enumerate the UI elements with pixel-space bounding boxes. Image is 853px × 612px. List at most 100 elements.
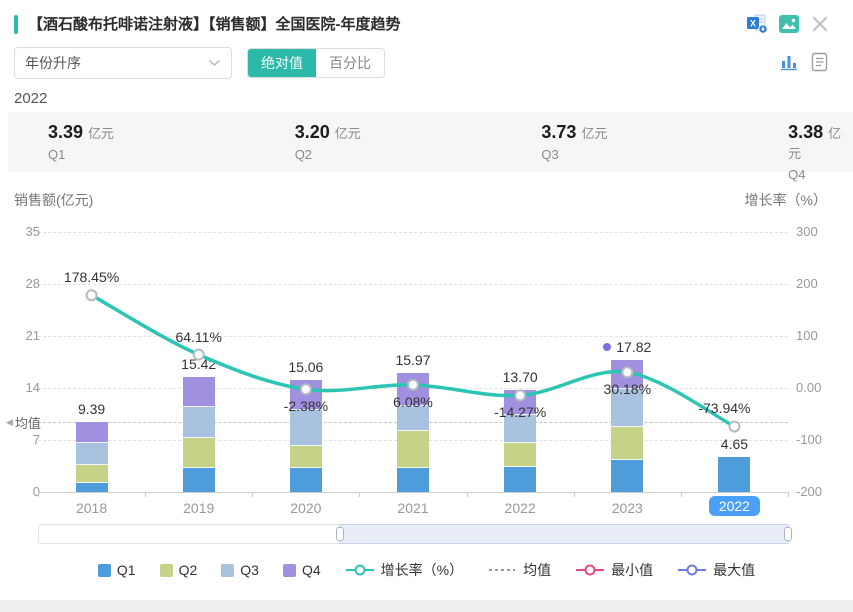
x-category-0[interactable]: 2018: [75, 500, 108, 516]
summary-item-q2: 3.20 亿元 Q2: [295, 122, 361, 162]
bar-segment-q1-2023[interactable]: [611, 460, 644, 492]
square-marker-icon: [282, 563, 296, 577]
summary-value: 3.39: [48, 122, 84, 142]
right-axis-tick: 300: [796, 224, 818, 239]
left-axis-tick: 21: [25, 328, 40, 343]
bar-segment-q2-2020[interactable]: [289, 445, 322, 469]
x-category-6[interactable]: 2022: [681, 496, 788, 516]
left-axis-tick: 28: [25, 276, 40, 291]
mean-label-text: 均值: [14, 416, 41, 431]
legend-item-Q2[interactable]: Q2: [159, 562, 198, 578]
summary-quarter: Q4: [788, 167, 806, 182]
bar-segment-q4-2019[interactable]: [182, 377, 215, 408]
bar-segment-q1-2019[interactable]: [182, 468, 215, 492]
bar-segment-q1-2018[interactable]: [75, 483, 108, 492]
bar-segment-q3-2020[interactable]: [289, 410, 322, 446]
summary-value: 3.38: [788, 122, 824, 142]
right-axis-tick: 0.00: [796, 380, 822, 395]
left-axis-tick: 0: [32, 484, 40, 499]
square-marker-icon: [97, 563, 111, 577]
x-axis-tick: [680, 492, 682, 497]
x-axis-tick: [145, 492, 147, 497]
bar-segment-q4-2018[interactable]: [75, 422, 108, 443]
max-value-dot: [603, 342, 612, 351]
x-category-1[interactable]: 2019: [183, 500, 215, 516]
bar-segment-q2-2022[interactable]: [504, 443, 537, 467]
summary-quarter: Q2: [294, 147, 313, 162]
mode-absolute-button[interactable]: 绝对值: [248, 49, 316, 77]
growth-rate-label: 30.18%: [603, 381, 652, 398]
x-axis-tick: [466, 492, 468, 497]
x-category-5[interactable]: 2023: [611, 500, 643, 516]
bar-total-label: 13.70: [465, 369, 575, 385]
bar-total-label: 15.06: [251, 359, 361, 375]
bar-total-label: 17.82: [572, 339, 682, 355]
chart-legend: Q1 Q2 Q3 Q4 增长率（%） 均值 最小值 最大值: [0, 560, 853, 580]
excel-export-icon[interactable]: X: [745, 12, 769, 36]
summary-unit: 亿元: [581, 126, 608, 141]
gridline: [38, 284, 788, 285]
sort-order-select[interactable]: 年份升序: [14, 47, 232, 79]
mode-percent-button[interactable]: 百分比: [316, 49, 384, 77]
report-icon[interactable]: [807, 50, 831, 74]
summary-value: 3.73: [541, 122, 577, 142]
bar-total-text: 15.42: [181, 356, 217, 373]
bar-segment-q1-2022[interactable]: [718, 457, 751, 492]
selected-category-pill[interactable]: 2022: [708, 496, 760, 516]
mean-arrow-icon: ◀: [6, 417, 13, 427]
data-zoom-slider[interactable]: [38, 524, 792, 544]
bar-segment-q1-2022[interactable]: [504, 466, 537, 492]
x-axis-tick: [38, 492, 39, 497]
square-marker-icon: [159, 563, 173, 577]
legend-label: Q2: [178, 562, 198, 578]
growth-rate-label: -73.94%: [698, 400, 751, 417]
ring-marker-icon: [576, 564, 605, 576]
legend-label: 最小值: [611, 562, 654, 578]
x-axis-tick: [573, 492, 575, 497]
dashed-line-marker-icon: [489, 569, 516, 571]
bar-segment-q2-2018[interactable]: [75, 464, 108, 484]
legend-item-[interactable]: 最小值: [575, 560, 653, 580]
data-zoom-right-handle[interactable]: [784, 527, 792, 541]
image-export-icon[interactable]: [777, 12, 801, 36]
legend-item-Q1[interactable]: Q1: [97, 562, 136, 578]
x-axis-tick: [788, 492, 789, 497]
x-category-2[interactable]: 2020: [290, 500, 322, 516]
legend-item-[interactable]: 均值: [487, 560, 551, 580]
bar-segment-q1-2021[interactable]: [397, 468, 429, 492]
legend-item-Q3[interactable]: Q3: [221, 562, 259, 578]
legend-label: 最大值: [713, 562, 756, 578]
bar-segment-q3-2018[interactable]: [75, 442, 108, 465]
bar-segment-q2-2019[interactable]: [182, 437, 215, 469]
bar-segment-q1-2020[interactable]: [289, 468, 322, 492]
summary-item-q4: 3.38 亿元 Q4: [788, 122, 853, 182]
legend-label: 均值: [523, 562, 552, 578]
chevron-down-icon: [208, 59, 221, 67]
bar-segment-q3-2019[interactable]: [182, 407, 215, 438]
line-circle-marker-icon: [345, 564, 374, 576]
bar-total-text: 4.65: [720, 436, 749, 453]
selected-year-label: 2022: [14, 90, 48, 107]
x-axis-tick: [252, 492, 254, 497]
bar-total-text: 15.97: [395, 352, 431, 369]
bar-segment-q2-2021[interactable]: [397, 431, 429, 469]
bar-total-text: 13.70: [502, 369, 538, 386]
data-zoom-window[interactable]: [336, 524, 792, 544]
summary-item-q1: 3.39 亿元 Q1: [48, 122, 114, 162]
legend-item-[interactable]: 最大值: [677, 560, 755, 580]
data-zoom-left-handle[interactable]: [336, 527, 344, 541]
legend-item-Q4[interactable]: Q4: [282, 562, 321, 578]
page-title: 【酒石酸布托啡诺注射液】【销售额】全国医院-年度趋势: [28, 16, 401, 33]
x-category-4[interactable]: 2022: [504, 500, 536, 516]
close-icon[interactable]: [808, 12, 832, 36]
right-axis-tick: 200: [796, 276, 818, 291]
bar-chart-icon[interactable]: [777, 50, 801, 74]
right-axis-tick: 100: [796, 328, 818, 343]
legend-item-[interactable]: 增长率（%）: [345, 560, 463, 580]
x-axis-tick: [359, 492, 361, 497]
x-category-3[interactable]: 2021: [397, 500, 429, 516]
bar-segment-q2-2023[interactable]: [611, 426, 644, 461]
left-axis-tick: 7: [32, 432, 40, 447]
